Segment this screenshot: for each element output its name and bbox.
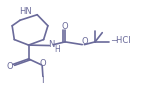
Text: HN: HN xyxy=(19,7,31,16)
Text: ─HCl: ─HCl xyxy=(112,36,131,45)
Text: O: O xyxy=(7,62,13,71)
Text: O: O xyxy=(40,59,46,68)
Text: N: N xyxy=(48,40,55,49)
Text: O: O xyxy=(81,37,88,46)
Text: H: H xyxy=(54,45,60,54)
Text: l: l xyxy=(42,76,44,85)
Text: O: O xyxy=(62,22,68,31)
